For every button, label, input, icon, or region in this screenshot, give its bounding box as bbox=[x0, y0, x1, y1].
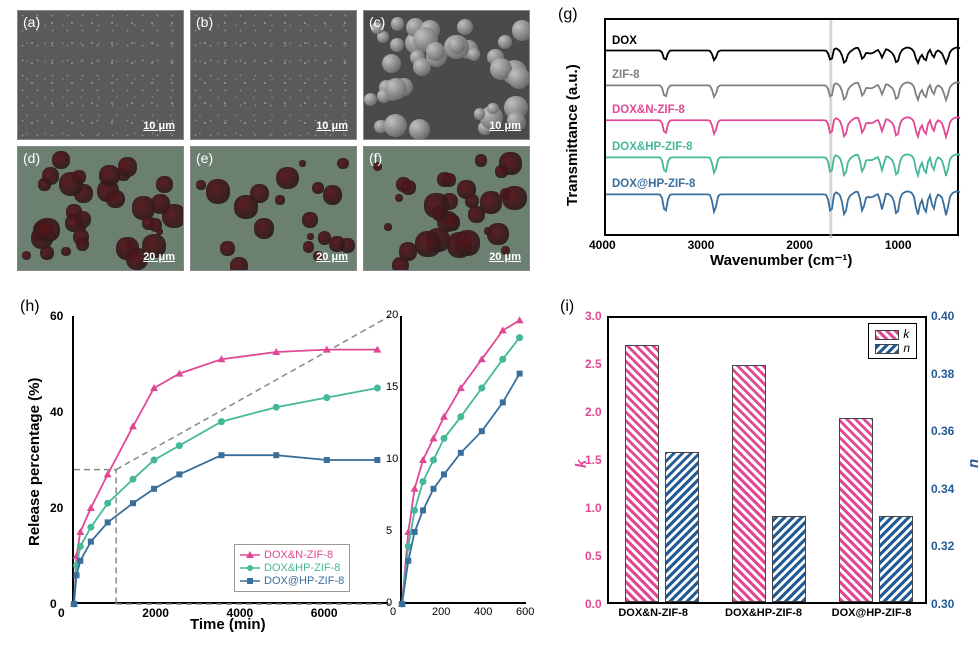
release-ytick: 40 bbox=[50, 405, 63, 419]
ftir-series-label: DOX&N-ZIF-8 bbox=[612, 104, 685, 116]
legend-item: DOX&HP-ZIF-8 bbox=[240, 562, 344, 574]
kn-left-tick: 1.0 bbox=[585, 501, 602, 515]
kn-left-tick: 0.0 bbox=[585, 597, 602, 611]
kn-cat: DOX&N-ZIF-8 bbox=[618, 607, 688, 619]
release-xtick: 0 bbox=[58, 606, 65, 620]
bar-n bbox=[772, 516, 806, 602]
release-xtick: 4000 bbox=[227, 606, 254, 620]
micro-panel-b: (b) 10 μm bbox=[190, 10, 357, 140]
ftir-svg bbox=[606, 20, 961, 238]
kn-right-tick: 0.32 bbox=[931, 539, 954, 553]
kn-right-tick: 0.34 bbox=[931, 482, 954, 496]
kn-right-tick: 0.36 bbox=[931, 424, 954, 438]
inset-ytick: 5 bbox=[386, 525, 392, 537]
ftir-ylabel: Transmittance (a.u.) bbox=[564, 64, 581, 206]
scalebar-a: 10 μm bbox=[143, 113, 175, 133]
panel-label-g: (g) bbox=[558, 6, 578, 24]
scalebar-c: 10 μm bbox=[489, 113, 521, 133]
figure-root: (a) 10 μm (b) 10 μm (c) 10 μm (d) 20 μm (e) 20 μm… bbox=[0, 0, 979, 647]
panel-label-d: (d) bbox=[23, 150, 40, 166]
legend-k: k bbox=[903, 327, 909, 341]
panel-label-e: (e) bbox=[196, 150, 213, 166]
scalebar-b: 10 μm bbox=[316, 113, 348, 133]
kn-cat: DOX&HP-ZIF-8 bbox=[725, 607, 802, 619]
inset-xtick: 0 bbox=[390, 606, 396, 618]
kn-cat: DOX@HP-ZIF-8 bbox=[832, 607, 912, 619]
legend-n: n bbox=[903, 341, 910, 355]
scalebar-f: 20 μm bbox=[489, 244, 521, 264]
ftir-series-label: DOX@HP-ZIF-8 bbox=[612, 178, 695, 190]
legend-item: DOX@HP-ZIF-8 bbox=[240, 575, 344, 587]
bar-n bbox=[879, 516, 913, 602]
kn-left-tick: 0.5 bbox=[585, 549, 602, 563]
release-inset-plot bbox=[400, 316, 526, 604]
ftir-xtick: 1000 bbox=[885, 238, 912, 252]
inset-ytick: 20 bbox=[386, 309, 398, 321]
release-ytick: 20 bbox=[50, 501, 63, 515]
ftir-series-label: DOX bbox=[612, 35, 637, 47]
scalebar-e: 20 μm bbox=[316, 244, 348, 264]
kn-right-ylabel: n bbox=[965, 459, 979, 468]
kn-left-tick: 2.5 bbox=[585, 357, 602, 371]
bar-k bbox=[839, 418, 873, 602]
kn-right-tick: 0.40 bbox=[931, 309, 954, 323]
panel-label-i: (i) bbox=[560, 298, 574, 316]
kn-right-tick: 0.38 bbox=[931, 367, 954, 381]
micro-panel-a: (a) 10 μm bbox=[17, 10, 184, 140]
release-xtick: 6000 bbox=[311, 606, 338, 620]
bar-k bbox=[625, 345, 659, 602]
panel-label-h: (h) bbox=[20, 298, 40, 316]
kn-plot-area: k n bbox=[607, 316, 927, 604]
ftir-series-label: ZIF-8 bbox=[612, 69, 639, 81]
bar-n bbox=[665, 452, 699, 602]
ftir-xtick: 4000 bbox=[589, 238, 616, 252]
kn-left-tick: 3.0 bbox=[585, 309, 602, 323]
release-ytick: 0 bbox=[50, 597, 57, 611]
bar-k bbox=[732, 365, 766, 602]
micro-panel-d: (d) 20 μm bbox=[17, 146, 184, 271]
kn-chart: (i) k n k n 0.0 0.5 1.0 1.5 2.0 2.5 3.0 0.30 0.… bbox=[555, 298, 970, 638]
kn-left-tick: 2.0 bbox=[585, 405, 602, 419]
release-legend: DOX&N-ZIF-8DOX&HP-ZIF-8DOX@HP-ZIF-8 bbox=[234, 544, 350, 592]
release-chart: (h) DOX&N-ZIF-8DOX&HP-ZIF-8DOX@HP-ZIF-8 … bbox=[10, 298, 540, 638]
inset-xtick: 200 bbox=[432, 606, 450, 618]
panel-label-f: (f) bbox=[369, 150, 382, 166]
inset-xtick: 400 bbox=[474, 606, 492, 618]
ftir-xtick: 2000 bbox=[786, 238, 813, 252]
micro-panel-e: (e) 20 μm bbox=[190, 146, 357, 271]
scalebar-d: 20 μm bbox=[143, 244, 175, 264]
inset-ytick: 15 bbox=[386, 381, 398, 393]
release-inset-svg bbox=[402, 316, 528, 604]
micro-panel-c: (c) 10 μm bbox=[363, 10, 530, 140]
ftir-plot-area bbox=[604, 18, 959, 236]
legend-item: DOX&N-ZIF-8 bbox=[240, 549, 344, 561]
micro-panel-f: (f) 20 μm bbox=[363, 146, 530, 271]
kn-legend: k n bbox=[868, 323, 917, 359]
release-ylabel: Release percentage (%) bbox=[26, 378, 43, 546]
ftir-xlabel: Wavenumber (cm⁻¹) bbox=[710, 251, 852, 269]
ftir-series-label: DOX&HP-ZIF-8 bbox=[612, 141, 693, 153]
release-xtick: 2000 bbox=[142, 606, 169, 620]
panel-label-c: (c) bbox=[369, 14, 385, 30]
release-ytick: 60 bbox=[50, 309, 63, 323]
panel-label-a: (a) bbox=[23, 14, 40, 30]
ftir-xtick: 3000 bbox=[688, 238, 715, 252]
kn-right-tick: 0.30 bbox=[931, 597, 954, 611]
panel-label-b: (b) bbox=[196, 14, 213, 30]
inset-ytick: 10 bbox=[386, 453, 398, 465]
kn-left-tick: 1.5 bbox=[585, 453, 602, 467]
ftir-chart: (g) DOX ZIF-8 DOX&N-ZIF-8 DOX&HP-ZIF-8 DOX@H… bbox=[550, 6, 970, 270]
inset-xtick: 600 bbox=[516, 606, 534, 618]
